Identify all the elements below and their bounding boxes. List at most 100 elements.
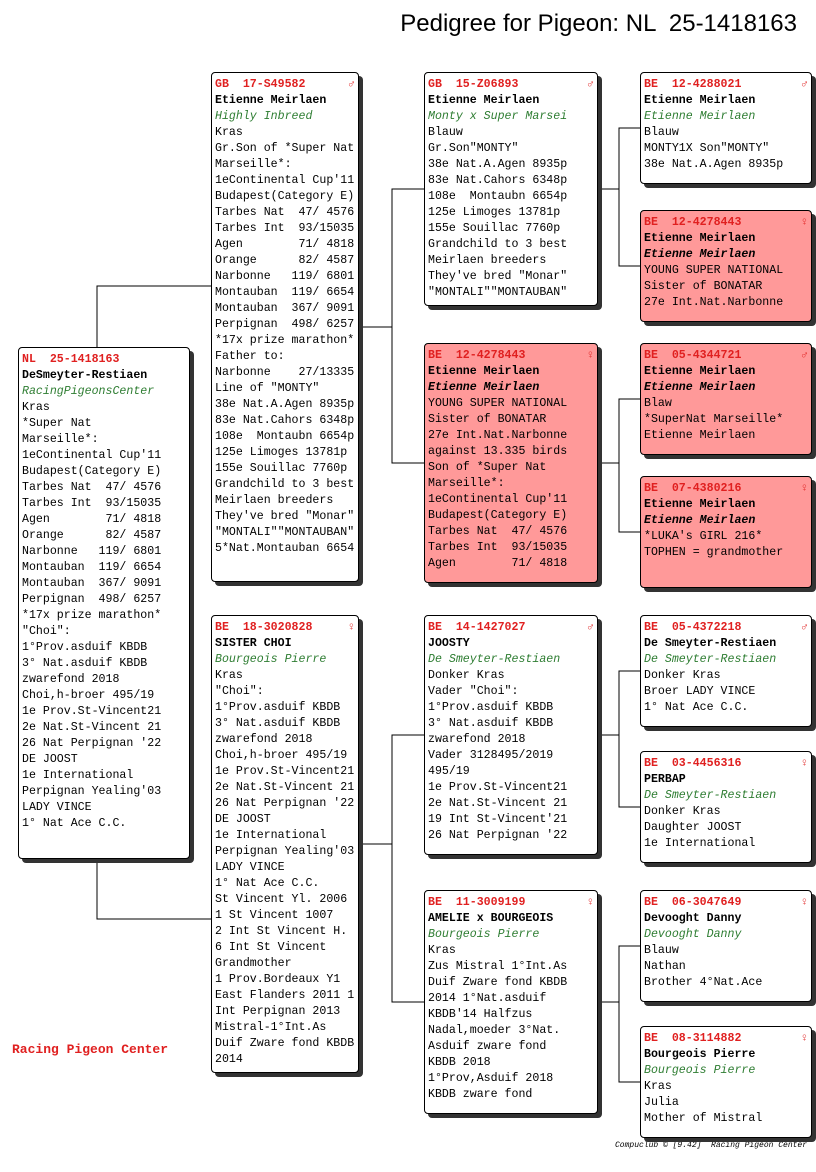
info-line: 19 Int St-Vincent'21 xyxy=(428,813,568,826)
info-line: Montauban 119/ 6654 xyxy=(22,561,162,574)
info-line: Asduif zware fond xyxy=(428,1040,547,1053)
info-line: Blauw xyxy=(644,944,679,957)
ring-number: BE 03-4456316 xyxy=(644,757,742,770)
sex-symbol: ♂ xyxy=(801,349,808,362)
owner: Etienne Meirlaen xyxy=(215,94,327,107)
info-line: *SuperNat Marseille* xyxy=(644,413,784,426)
connector xyxy=(391,734,424,1003)
info-line: zwarefond 2018 xyxy=(215,733,313,746)
pigeon-card: BE 07-4380216 ♀ Etienne Meirlaen Etienne Me… xyxy=(640,476,812,588)
info-line: "MONTALI""MONTAUBAN" xyxy=(215,526,355,539)
info-line: Meirlaen breeders xyxy=(428,254,547,267)
subtitle: Bourgeois Pierre xyxy=(215,653,327,666)
info-line: LADY VINCE xyxy=(22,801,92,814)
info-line: "Choi": xyxy=(22,625,71,638)
info-line: Donker Kras xyxy=(644,805,721,818)
info-line: 1e Prov.St-Vincent21 xyxy=(22,705,162,718)
owner: DeSmeyter-Restiaen xyxy=(22,369,148,382)
info-line: 1° Nat Ace C.C. xyxy=(22,817,127,830)
info-line: Sister of BONATAR xyxy=(644,280,763,293)
info-line: Kras xyxy=(215,669,243,682)
ring-row: BE 14-1427027 ♂ xyxy=(428,620,594,636)
info-line: 1 Prov.Bordeaux Y1 xyxy=(215,973,341,986)
pigeon-card: BE 05-4372218 ♂ De Smeyter-Restiaen De Smey… xyxy=(640,615,812,727)
info-line: Sister of BONATAR xyxy=(428,413,547,426)
info-line: Int Perpignan 2013 xyxy=(215,1005,341,1018)
info-line: 83e Nat.Cahors 6348p xyxy=(215,414,355,427)
ring-row: BE 06-3047649 ♀ xyxy=(644,895,808,911)
info-line: Grandmother xyxy=(215,957,292,970)
info-line: Orange 82/ 4587 xyxy=(215,254,355,267)
info-line: Gr.Son of *Super Nat xyxy=(215,142,355,155)
info-line: Donker Kras xyxy=(428,669,505,682)
info-line: Budapest(Category E) xyxy=(215,190,355,203)
info-line: 38e Nat.A.Agen 8935p xyxy=(428,158,568,171)
pigeon-card: BE 12-4288021 ♂ Etienne Meirlaen Etienne Me… xyxy=(640,72,812,184)
info-line: LADY VINCE xyxy=(215,861,285,874)
subtitle: Etienne Meirlaen xyxy=(644,381,756,394)
info-line: DE JOOST xyxy=(22,753,78,766)
info-line: KBDB 2018 xyxy=(428,1056,491,1069)
info-line: 2 Int St Vincent H. xyxy=(215,925,348,938)
info-line: Line of "MONTY" xyxy=(215,382,320,395)
info-line: Julia xyxy=(644,1096,679,1109)
info-line: 155e Souillac 7760p xyxy=(428,222,561,235)
info-line: Montauban 367/ 9091 xyxy=(22,577,162,590)
title: Pedigree for Pigeon: NL 25-1418163 xyxy=(400,10,797,37)
info-line: Mistral-1°Int.As xyxy=(215,1021,327,1034)
info-line: Etienne Meirlaen xyxy=(644,429,756,442)
subtitle: Bourgeois Pierre xyxy=(644,1064,756,1077)
ring-row: BE 12-4278443 ♀ xyxy=(428,348,594,364)
pigeon-card: GB 15-Z06893 ♂ Etienne Meirlaen Monty x Sup… xyxy=(424,72,598,306)
info-line: 1e International xyxy=(644,837,756,850)
info-line: 1e Prov.St-Vincent21 xyxy=(215,765,355,778)
info-line: 2e Nat.St-Vincent 21 xyxy=(215,781,355,794)
owner: SISTER CHOI xyxy=(215,637,292,650)
info-line: Vader 3128495/2019 xyxy=(428,749,554,762)
info-line: Son of *Super Nat xyxy=(428,461,547,474)
info-line: 26 Nat Perpignan '22 xyxy=(215,797,355,810)
sex-symbol: ♂ xyxy=(587,621,594,634)
subtitle: De Smeyter-Restiaen xyxy=(428,653,561,666)
ring-number: BE 12-4278443 xyxy=(428,349,526,362)
info-line: Grandchild to 3 best xyxy=(215,478,355,491)
info-line: Agen 71/ 4818 xyxy=(215,238,355,251)
info-line: Marseille*: xyxy=(215,158,292,171)
info-line: 1 St Vincent 1007 xyxy=(215,909,334,922)
info-line: MONTY1X Son"MONTY" xyxy=(644,142,770,155)
info-line: 27e Int.Nat.Narbonne xyxy=(644,296,784,309)
info-line: 26 Nat Perpignan '22 xyxy=(428,829,568,842)
info-line: Tarbes Int 93/15035 xyxy=(22,497,162,510)
pigeon-card: BE 14-1427027 ♂ JOOSTY De Smeyter-Restiaen D… xyxy=(424,615,598,855)
ring-number: BE 12-4288021 xyxy=(644,78,742,91)
ring-row: BE 12-4278443 ♀ xyxy=(644,215,808,231)
info-line: Perpignan Yealing'03 xyxy=(215,845,355,858)
connector xyxy=(618,127,640,267)
connector xyxy=(618,945,640,1083)
info-line: Duif Zware fond KBDB xyxy=(215,1037,355,1050)
info-line: 3° Nat.asduif KBDB xyxy=(428,717,554,730)
ring-number: BE 05-4344721 xyxy=(644,349,742,362)
info-line: They've bred "Monar" xyxy=(428,270,568,283)
ring-row: BE 08-3114882 ♀ xyxy=(644,1031,808,1047)
sex-symbol: ♀ xyxy=(801,1032,808,1045)
info-line: 108e Montaubn 6654p xyxy=(428,190,568,203)
ring-row: GB 17-S49582 ♂ xyxy=(215,77,355,93)
info-line: 155e Souillac 7760p xyxy=(215,462,348,475)
info-line: Meirlaen breeders xyxy=(215,494,334,507)
ring-row: NL 25-1418163 xyxy=(22,352,186,368)
info-line: Brother 4°Nat.Ace xyxy=(644,976,763,989)
info-line: 1e International xyxy=(215,829,327,842)
info-line: 26 Nat Perpignan '22 xyxy=(22,737,162,750)
info-line: 1eContinental Cup'11 xyxy=(215,174,355,187)
connector xyxy=(391,188,424,464)
info-line: Narbonne 119/ 6801 xyxy=(22,545,162,558)
info-line: 495/19 xyxy=(428,765,470,778)
info-line: "Choi": xyxy=(215,685,264,698)
info-line: Blauw xyxy=(428,126,463,139)
owner: Bourgeois Pierre xyxy=(644,1048,756,1061)
pigeon-card: BE 18-3020828 ♀ SISTER CHOI Bourgeois Pierr… xyxy=(211,615,359,1073)
info-line: 125e Limoges 13781p xyxy=(428,206,561,219)
info-line: "MONTALI""MONTAUBAN" xyxy=(428,286,568,299)
